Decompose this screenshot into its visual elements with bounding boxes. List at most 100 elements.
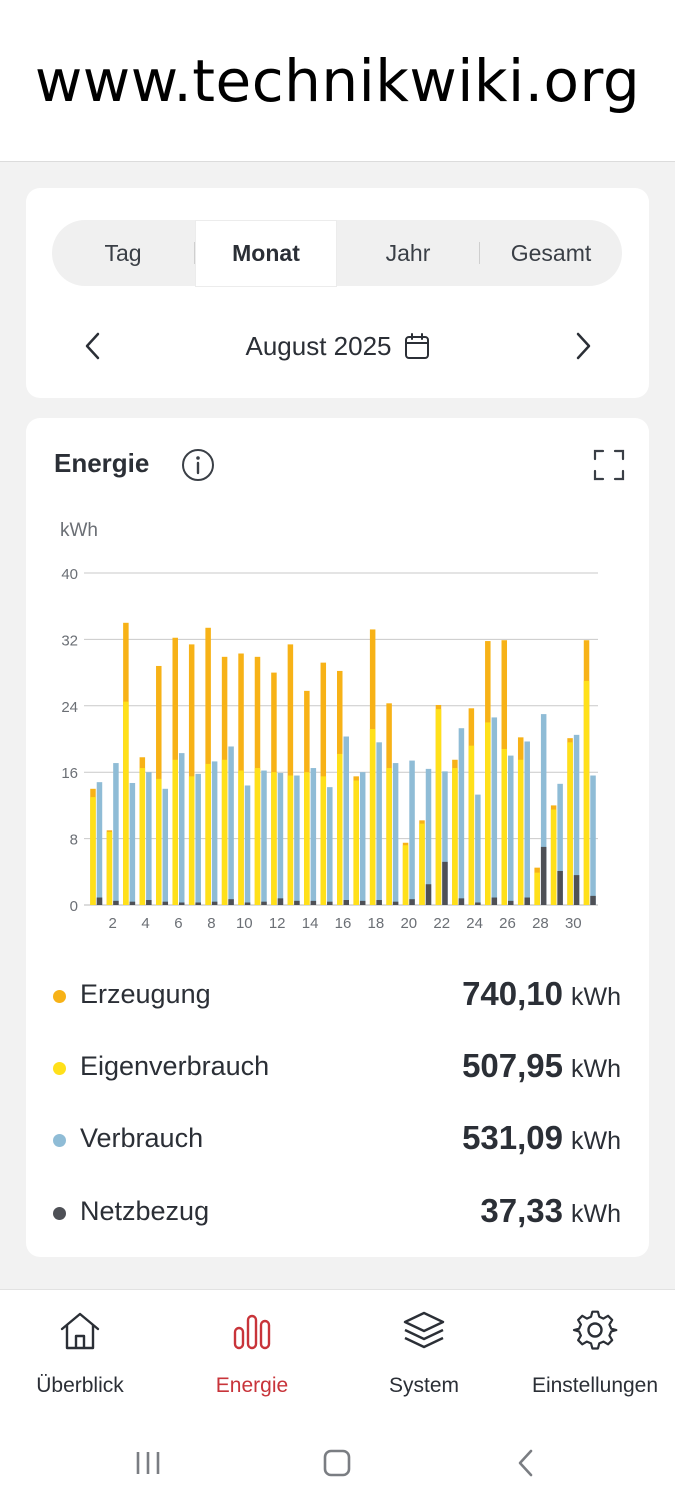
y-axis-label: kWh xyxy=(60,520,98,541)
tab-divider xyxy=(479,242,480,264)
bar-verbrauch xyxy=(359,772,366,905)
legend-value: 37,33 kWh xyxy=(480,1192,621,1230)
nav-item-energie[interactable]: Energie xyxy=(167,1308,337,1398)
legend-label: Netzbezug xyxy=(80,1196,210,1226)
nav-item-einstellungen[interactable]: Einstellungen xyxy=(510,1308,675,1398)
previous-month-button[interactable] xyxy=(72,326,112,366)
period-selector[interactable]: August 2025 xyxy=(26,326,649,366)
bar-netzbezug xyxy=(458,898,465,905)
bar-eigenverbrauch xyxy=(172,759,178,905)
nav-label: Energie xyxy=(215,1374,289,1397)
bar-eigenverbrauch xyxy=(320,776,327,905)
legend-value: 740,10 kWh xyxy=(462,975,621,1013)
legend-unit: kWh xyxy=(571,1127,621,1155)
bar-netzbezug xyxy=(162,901,169,905)
system-navigation-bar xyxy=(0,1436,675,1491)
bar-netzbezug xyxy=(409,899,415,905)
bar-verbrauch xyxy=(557,783,563,905)
bar-eigenverbrauch xyxy=(271,772,277,905)
bar-netzbezug xyxy=(557,870,563,905)
bar-verbrauch xyxy=(195,773,201,905)
bar-verbrauch xyxy=(129,782,136,905)
bar-verbrauch xyxy=(343,736,349,905)
bar-eigenverbrauch xyxy=(287,775,294,905)
bar-netzbezug xyxy=(524,897,530,905)
bar-eigenverbrauch xyxy=(419,823,425,905)
bar-verbrauch xyxy=(294,775,300,905)
nav-item-system[interactable]: System xyxy=(339,1308,509,1398)
legend-row-erzeugung: Erzeugung 740,10 kWh xyxy=(26,971,649,1021)
bar-eigenverbrauch xyxy=(402,845,409,905)
tab-gesamt[interactable]: Gesamt xyxy=(510,239,592,266)
bar-eigenverbrauch xyxy=(123,701,129,905)
bar-verbrauch xyxy=(508,755,514,905)
nav-item-ueberblick[interactable]: Überblick xyxy=(0,1308,165,1398)
bar-verbrauch xyxy=(178,753,185,905)
home-button[interactable] xyxy=(317,1446,357,1480)
energy-title: Energie xyxy=(54,448,150,478)
legend-unit: kWh xyxy=(571,1200,621,1228)
legend-unit: kWh xyxy=(571,1055,621,1083)
x-tick-label: 18 xyxy=(368,915,385,932)
bar-verbrauch xyxy=(442,771,448,905)
info-icon xyxy=(182,449,214,481)
info-button[interactable] xyxy=(181,448,215,482)
bar-verbrauch xyxy=(475,794,481,905)
period-card: Tag Monat Jahr Gesamt August 2025 xyxy=(26,188,649,398)
bar-netzbezug xyxy=(475,902,481,905)
bar-eigenverbrauch xyxy=(353,780,359,905)
bar-eigenverbrauch xyxy=(254,768,261,905)
bar-netzbezug xyxy=(376,900,382,905)
legend-dot xyxy=(53,1134,66,1147)
bar-verbrauch xyxy=(524,741,530,905)
fullscreen-button[interactable] xyxy=(592,448,626,482)
legend-dot xyxy=(53,1207,66,1220)
next-month-button[interactable] xyxy=(564,326,604,366)
chevron-left-icon xyxy=(85,332,100,360)
bar-netzbezug xyxy=(310,900,317,905)
bar-verbrauch xyxy=(327,787,333,905)
bar-eigenverbrauch xyxy=(386,768,392,905)
tab-monat[interactable]: Monat xyxy=(195,220,337,287)
bar-eigenverbrauch xyxy=(567,742,573,905)
nav-label: System xyxy=(388,1374,459,1397)
bar-eigenverbrauch xyxy=(369,729,376,905)
bar-eigenverbrauch xyxy=(468,745,475,905)
nav-label: Überblick xyxy=(36,1374,124,1397)
recent-apps-button[interactable] xyxy=(128,1446,168,1480)
bar-verbrauch xyxy=(540,714,547,905)
legend-unit: kWh xyxy=(571,983,621,1011)
bar-eigenverbrauch xyxy=(452,768,458,905)
legend-label: Erzeugung xyxy=(80,979,211,1009)
period-label: August 2025 xyxy=(245,330,392,361)
x-tick-label: 12 xyxy=(269,915,286,932)
x-tick-label: 22 xyxy=(433,915,450,932)
x-tick-label: 30 xyxy=(565,915,582,932)
home-square-icon xyxy=(323,1449,351,1477)
x-tick-label: 20 xyxy=(400,915,417,932)
chevron-right-icon xyxy=(576,332,591,360)
bar-erzeugung xyxy=(188,644,195,905)
bar-eigenverbrauch xyxy=(221,759,228,905)
tab-jahr[interactable]: Jahr xyxy=(385,239,431,266)
legend-dot xyxy=(53,990,66,1003)
bar-netzbezug xyxy=(178,902,185,905)
y-tick-label: 24 xyxy=(61,699,78,716)
bar-verbrauch xyxy=(162,788,169,905)
tab-divider xyxy=(194,242,195,264)
bar-eigenverbrauch xyxy=(550,809,557,905)
bar-erzeugung xyxy=(287,644,294,905)
period-segmented-control: Tag Monat Jahr Gesamt xyxy=(52,220,622,287)
bar-eigenverbrauch xyxy=(337,753,343,905)
bar-netzbezug xyxy=(261,901,267,905)
legend-row-verbrauch: Verbrauch 531,09 kWh xyxy=(26,1115,649,1165)
legend-value-number: 507,95 xyxy=(462,1047,563,1084)
bar-verbrauch xyxy=(277,773,284,905)
energy-card: Energie kWh 0 8 16 24 32 40 2 4 6 8 10 12 14 16 18 20 22… xyxy=(26,418,649,1257)
legend-dot xyxy=(53,1062,66,1075)
bar-verbrauch xyxy=(392,763,399,905)
bar-netzbezug xyxy=(425,884,432,905)
back-button[interactable] xyxy=(506,1446,546,1480)
bar-eigenverbrauch xyxy=(106,831,113,905)
tab-tag[interactable]: Tag xyxy=(104,239,142,266)
